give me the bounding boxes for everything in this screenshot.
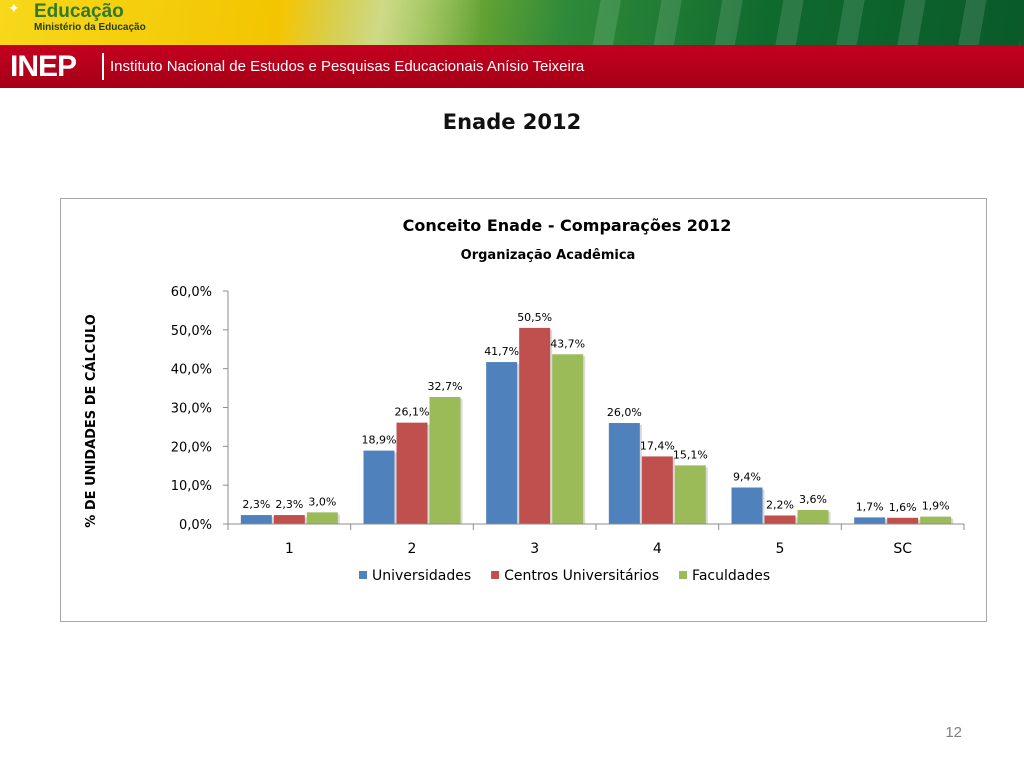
data-label: 26,1% — [395, 406, 430, 419]
inep-name: Instituto Nacional de Estudos e Pesquisa… — [110, 58, 585, 75]
data-label: 18,9% — [362, 434, 397, 447]
bar — [920, 516, 952, 524]
x-tick-label: 3 — [530, 541, 539, 557]
chart-title: Conceito Enade - Comparações 2012 — [403, 216, 732, 235]
brand-logo[interactable]: Educação Ministério da Educação — [34, 2, 146, 34]
data-label: 2,3% — [242, 498, 270, 511]
bar — [273, 515, 305, 524]
x-tick-label: 1 — [285, 541, 294, 557]
data-label: 32,7% — [428, 380, 463, 393]
inep-bar: INEP Instituto Nacional de Estudos e Pes… — [0, 45, 1024, 88]
bar — [519, 327, 551, 524]
bars: 2,3% 2,3% 3,0% 18,9% 26,1% 32,7% 41,7% 50,5% 43,… — [240, 311, 954, 524]
legend-label: Faculdades — [692, 568, 770, 584]
x-axis: 1 2 3 4 5 SC — [227, 523, 965, 557]
data-label: 50,5% — [517, 311, 552, 324]
data-label: 2,2% — [766, 498, 794, 511]
bar — [429, 397, 461, 524]
data-label: 43,7% — [550, 337, 585, 350]
y-axis: 0,0% 10,0% 20,0% 30,0% 40,0% 50,0% 60,0% — [171, 285, 229, 533]
bar — [396, 422, 428, 524]
legend-swatch — [359, 571, 367, 579]
data-label: 2,3% — [275, 498, 303, 511]
star-icon: ✦ — [8, 1, 20, 17]
y-tick-label: 30,0% — [171, 402, 212, 417]
data-label: 15,1% — [673, 448, 708, 461]
bar — [764, 515, 796, 524]
legend-swatch — [491, 571, 500, 579]
data-label: 3,6% — [799, 493, 827, 506]
data-label: 1,6% — [889, 501, 917, 514]
bar — [887, 517, 919, 524]
chart-frame: Conceito Enade - Comparações 2012 Organi… — [60, 198, 987, 622]
bar — [674, 465, 706, 524]
y-tick-label: 40,0% — [171, 363, 212, 378]
brand-subtitle: Ministério da Educação — [34, 22, 146, 33]
bar — [608, 423, 640, 524]
legend-label: Centros Universitários — [504, 568, 659, 584]
x-tick-label: SC — [893, 541, 912, 557]
bar — [797, 510, 829, 524]
bar-chart: Conceito Enade - Comparações 2012 Organi… — [83, 216, 965, 584]
bar — [240, 515, 272, 524]
x-tick-label: 5 — [776, 541, 785, 557]
bar — [731, 487, 763, 524]
legend: Universidades Centros Universitários Facul… — [359, 568, 770, 584]
bar — [641, 456, 673, 524]
y-tick-label: 0,0% — [179, 518, 212, 533]
top-banner: ✦ Educação Ministério da Educação — [0, 0, 1024, 45]
inep-logo: INEP — [10, 50, 77, 83]
data-label: 17,4% — [640, 439, 675, 452]
data-label: 26,0% — [607, 406, 642, 419]
inep-separator — [102, 53, 104, 80]
data-label: 9,4% — [733, 470, 761, 483]
data-label: 1,9% — [922, 500, 950, 513]
brand-title: Educação — [34, 1, 124, 22]
bar — [552, 354, 584, 524]
y-tick-label: 10,0% — [171, 479, 212, 494]
y-tick-label: 50,0% — [171, 324, 212, 339]
bar — [854, 517, 886, 524]
y-tick-label: 60,0% — [171, 285, 212, 300]
page-title: Enade 2012 — [442, 110, 582, 134]
banner-highlight — [280, 0, 480, 45]
x-tick-label: 4 — [653, 541, 662, 557]
data-label: 3,0% — [308, 495, 336, 508]
chart-subtitle: Organização Acadêmica — [461, 248, 636, 263]
bar — [306, 512, 338, 524]
x-tick-label: 2 — [408, 541, 417, 557]
data-label: 41,7% — [484, 345, 519, 358]
legend-swatch — [679, 571, 688, 579]
bar — [486, 362, 518, 524]
data-label: 1,7% — [856, 500, 884, 513]
bar — [363, 450, 395, 524]
y-axis-label: % DE UNIDADES DE CÁLCULO — [83, 314, 99, 527]
page-number: 12 — [945, 724, 962, 741]
y-tick-label: 20,0% — [171, 440, 212, 455]
legend-label: Universidades — [372, 568, 471, 584]
banner-pattern — [560, 0, 1020, 45]
